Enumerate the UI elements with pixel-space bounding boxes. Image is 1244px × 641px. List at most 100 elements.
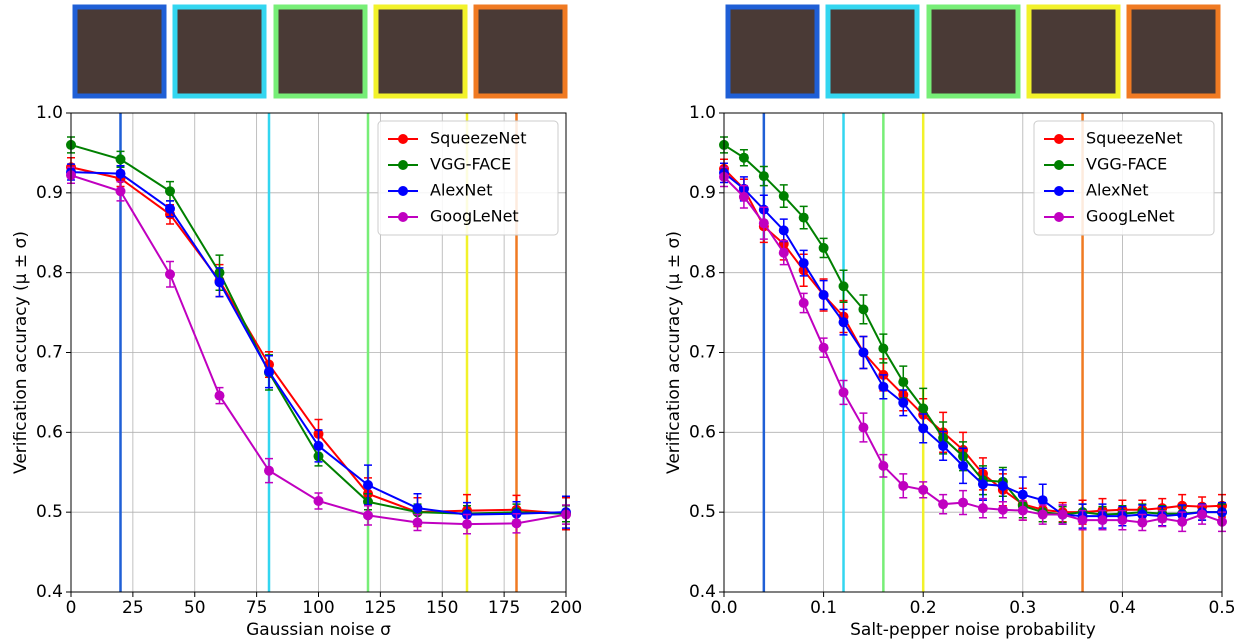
legend-swatch [398, 134, 408, 144]
thumbnail [373, 4, 468, 99]
marker [818, 290, 829, 301]
legend-label: SqueezeNet [1086, 129, 1182, 148]
marker [1037, 495, 1048, 506]
marker [858, 347, 869, 358]
marker [898, 377, 909, 388]
legend-swatch [398, 160, 408, 170]
thumbnail [273, 4, 368, 99]
y-axis-label: Verification accuracy (μ ± σ) [664, 231, 684, 474]
axes-frame [70, 112, 567, 593]
legend-label: SqueezeNet [430, 129, 526, 148]
marker [313, 495, 324, 506]
y-tick-label: 0.5 [36, 502, 63, 522]
marker [115, 168, 126, 179]
marker [778, 247, 789, 258]
marker [958, 460, 969, 471]
thumbnail [1026, 4, 1121, 99]
marker [938, 440, 949, 451]
marker [997, 504, 1008, 515]
marker [878, 381, 889, 392]
marker [778, 225, 789, 236]
marker [115, 154, 126, 165]
legend-label: AlexNet [430, 181, 493, 200]
marker [997, 480, 1008, 491]
y-axis-label: Verification accuracy (μ ± σ) [11, 231, 31, 474]
y-tick-label: 0.7 [689, 343, 716, 363]
marker [878, 460, 889, 471]
marker [778, 191, 789, 202]
marker [878, 343, 889, 354]
x-tick-label: 0 [66, 598, 77, 618]
marker [1157, 513, 1168, 524]
x-axis-label: Gaussian noise σ [246, 620, 391, 640]
marker [1077, 515, 1088, 526]
y-tick-label: 0.9 [689, 183, 716, 203]
x-tick-label: 75 [246, 598, 268, 618]
legend-box [1033, 120, 1215, 236]
marker [1197, 509, 1208, 520]
legend-label: VGG-FACE [430, 155, 511, 174]
marker [313, 440, 324, 451]
y-tick-label: 0.7 [36, 343, 63, 363]
legend-label: VGG-FACE [1086, 155, 1167, 174]
y-tick-label: 0.6 [36, 422, 63, 442]
marker [898, 397, 909, 408]
marker [938, 499, 949, 510]
marker [818, 342, 829, 353]
marker [1177, 516, 1188, 527]
marker [977, 503, 988, 514]
marker [838, 281, 849, 292]
legend: SqueezeNet VGG-FACE AlexNet GoogLeNet [377, 120, 559, 236]
marker [165, 269, 175, 280]
x-axis-label: Salt-pepper noise probability [850, 620, 1096, 640]
legend-swatch [1054, 134, 1064, 144]
thumbnail [1126, 4, 1221, 99]
marker [1057, 509, 1068, 520]
marker [818, 242, 829, 253]
marker [898, 480, 909, 491]
y-tick-label: 0.8 [689, 263, 716, 283]
marker [1117, 515, 1128, 526]
legend-swatch [398, 212, 408, 222]
marker [977, 479, 988, 490]
marker [1017, 489, 1028, 500]
y-tick-label: 0.8 [36, 263, 63, 283]
x-tick-label: 100 [302, 598, 334, 618]
marker [1017, 505, 1028, 516]
thumbnail [473, 4, 568, 99]
marker [858, 304, 869, 315]
marker [738, 191, 749, 202]
y-tick-label: 0.6 [689, 422, 716, 442]
marker [798, 212, 809, 223]
marker [511, 518, 522, 529]
thumbnail [825, 4, 920, 99]
legend-label: GoogLeNet [1086, 207, 1175, 226]
legend-swatch [1054, 160, 1064, 170]
x-tick-label: 0.0 [710, 598, 737, 618]
marker [214, 390, 225, 401]
x-tick-label: 25 [122, 598, 144, 618]
marker [264, 465, 274, 476]
y-tick-label: 0.4 [689, 582, 716, 602]
marker [918, 484, 929, 495]
legend-label: AlexNet [1086, 181, 1149, 200]
marker [462, 519, 472, 530]
x-tick-label: 0.4 [1109, 598, 1136, 618]
marker [214, 277, 225, 288]
x-tick-label: 125 [364, 598, 396, 618]
marker [363, 510, 373, 521]
thumbnail [926, 4, 1021, 99]
plot: 0 25 50 75 100 125 150 175 200 0.4 0.5 0.6 0.7 0.8 0.9… [11, 103, 582, 640]
y-tick-label: 0.4 [36, 582, 63, 602]
x-tick-label: 0.1 [810, 598, 837, 618]
marker [264, 366, 274, 377]
x-tick-label: 0.3 [1009, 598, 1036, 618]
legend-label: GoogLeNet [430, 207, 519, 226]
marker [165, 186, 175, 197]
legend: SqueezeNet VGG-FACE AlexNet GoogLeNet [1033, 120, 1215, 236]
plot: 0.0 0.1 0.2 0.3 0.4 0.5 0.4 0.5 0.6 0.7 0.8 0.9 1.0 S… [664, 103, 1236, 640]
marker [858, 422, 869, 433]
y-tick-label: 1.0 [689, 103, 716, 123]
marker [798, 298, 809, 309]
